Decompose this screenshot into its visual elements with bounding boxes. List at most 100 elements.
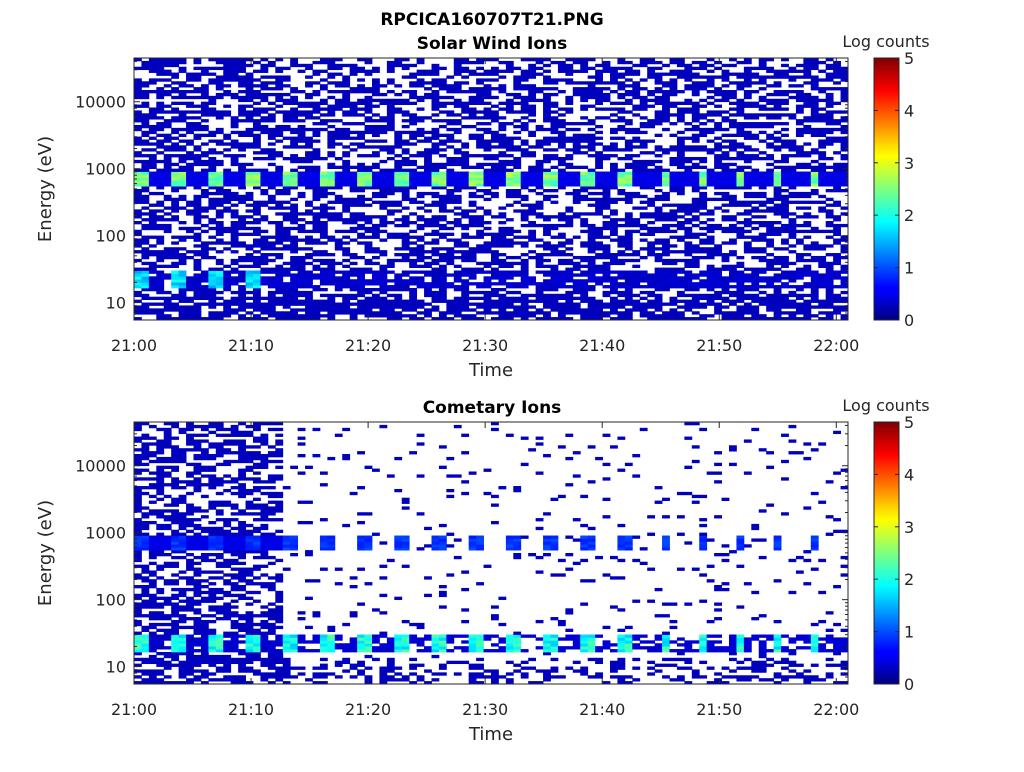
heatmap-cell — [141, 287, 150, 292]
heatmap-cell — [416, 177, 425, 181]
heatmap-cell — [178, 165, 187, 170]
heatmap-cell — [595, 264, 603, 268]
heatmap-cell — [662, 98, 670, 103]
heatmap-cell — [364, 171, 373, 175]
heatmap-cell — [446, 194, 455, 199]
heatmap-cell — [528, 69, 537, 73]
heatmap-cell — [438, 174, 447, 178]
heatmap-cell — [312, 165, 321, 170]
heatmap-cell — [572, 122, 581, 126]
heatmap-cell — [468, 221, 477, 225]
heatmap-cell — [654, 247, 663, 251]
heatmap-cell — [773, 90, 782, 94]
heatmap-cell — [476, 183, 484, 187]
heatmap-cell — [416, 311, 425, 315]
heatmap-cell — [706, 63, 715, 68]
heatmap-cell — [476, 171, 484, 175]
heatmap-cell — [386, 200, 395, 204]
heatmap-cell — [565, 302, 574, 306]
heatmap-cell — [758, 66, 767, 71]
heatmap-cell — [587, 255, 596, 260]
heatmap-cell — [453, 174, 462, 178]
heatmap-cell — [461, 154, 470, 158]
heatmap-cell — [461, 69, 470, 73]
heatmap-cell — [565, 69, 574, 73]
heatmap-cell — [275, 127, 284, 132]
heatmap-cell — [357, 171, 365, 175]
heatmap-cell — [223, 311, 232, 315]
heatmap-cell — [788, 244, 797, 248]
heatmap-cell — [602, 66, 611, 71]
heatmap-cell — [372, 66, 380, 71]
heatmap-cell — [215, 189, 224, 193]
heatmap-cell — [543, 305, 551, 309]
heatmap-cell — [572, 311, 581, 315]
heatmap-cell — [557, 142, 566, 146]
heatmap-cell — [134, 197, 142, 202]
heatmap-cell — [327, 267, 336, 271]
heatmap-cell — [572, 183, 581, 187]
heatmap-cell — [163, 314, 172, 318]
heatmap-cell — [386, 81, 395, 85]
heatmap-cell — [424, 241, 432, 245]
heatmap-cell — [327, 63, 336, 68]
heatmap-cell — [669, 90, 678, 94]
heatmap-cell — [751, 171, 760, 175]
heatmap-cell — [327, 60, 336, 65]
heatmap-cell — [134, 177, 142, 181]
heatmap-cell — [550, 136, 559, 140]
heatmap-cell — [297, 90, 306, 94]
heatmap-cell — [580, 311, 589, 315]
heatmap-cell — [662, 95, 670, 100]
heatmap-cell — [438, 258, 447, 263]
heatmap-cell — [706, 130, 715, 135]
heatmap-cell — [305, 168, 313, 172]
heatmap-cell — [669, 133, 678, 137]
heatmap-cell — [424, 180, 432, 184]
heatmap-cell — [349, 104, 358, 108]
heatmap-cell — [624, 171, 633, 175]
heatmap-cell — [141, 212, 150, 216]
heatmap-cell — [245, 113, 254, 117]
heatmap-cell — [505, 203, 514, 207]
heatmap-cell — [208, 255, 217, 260]
heatmap-cell — [610, 101, 618, 105]
heatmap-cell — [662, 171, 670, 175]
heatmap-cell — [803, 229, 812, 234]
heatmap-cell — [580, 258, 589, 263]
heatmap-cell — [319, 241, 328, 245]
heatmap-cell — [721, 194, 730, 199]
heatmap-cell — [342, 159, 351, 164]
heatmap-cell — [773, 84, 782, 88]
heatmap-cell — [178, 148, 187, 152]
heatmap-cell — [424, 255, 432, 260]
heatmap-cell — [669, 87, 678, 91]
heatmap-cell — [148, 81, 157, 85]
heatmap-cell — [602, 250, 611, 254]
heatmap-cell — [394, 58, 403, 62]
heatmap-cell — [461, 282, 470, 286]
heatmap-cell — [773, 267, 782, 271]
heatmap-cell — [438, 317, 447, 321]
heatmap-cell — [275, 177, 284, 181]
heatmap-cell — [327, 317, 336, 321]
heatmap-cell — [758, 250, 767, 254]
heatmap-cell — [245, 296, 254, 301]
heatmap-cell — [803, 253, 812, 257]
heatmap-cell — [134, 279, 142, 283]
heatmap-cell — [409, 142, 418, 146]
heatmap-cell — [364, 302, 373, 306]
heatmap-cell — [773, 136, 782, 140]
heatmap-cell — [624, 287, 633, 292]
heatmap-cell — [357, 136, 365, 140]
heatmap-cell — [543, 197, 551, 202]
heatmap-cell — [624, 197, 633, 202]
heatmap-cell — [654, 95, 663, 100]
heatmap-cell — [215, 290, 224, 295]
heatmap-cell — [624, 232, 633, 236]
heatmap-cell — [379, 250, 388, 254]
heatmap-cell — [543, 174, 551, 178]
heatmap-cell — [267, 244, 276, 248]
heatmap-cell — [617, 241, 626, 245]
heatmap-cell — [729, 270, 737, 274]
